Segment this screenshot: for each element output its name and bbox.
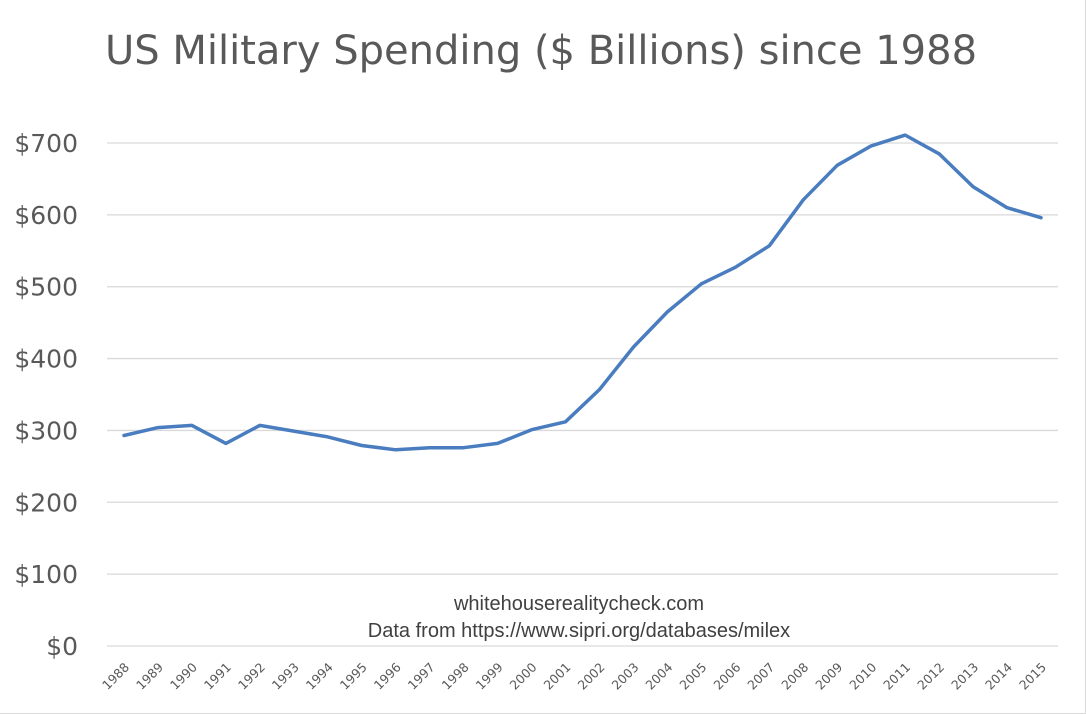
data-point: [156, 426, 160, 430]
x-tick-label: 2014: [982, 659, 1015, 692]
y-tick-label: $200: [14, 488, 78, 517]
series-layer: [122, 133, 1043, 452]
x-tick-label: 2004: [642, 659, 675, 692]
x-axis-tick-labels: 1988 1989 1990 1991 1992 1993 1994 1995 1996 1997…: [99, 659, 1049, 692]
data-point: [394, 448, 398, 452]
y-tick-label: $700: [14, 129, 78, 158]
data-point: [937, 152, 941, 156]
x-tick-label: 2002: [575, 660, 608, 693]
x-tick-label: 1996: [371, 659, 404, 692]
data-point: [190, 423, 194, 427]
x-tick-label: 2005: [676, 660, 709, 693]
data-point: [665, 310, 669, 314]
data-point: [564, 420, 568, 424]
x-tick-label: 2012: [914, 660, 947, 693]
x-tick-label: 1991: [201, 660, 234, 693]
data-point: [597, 387, 601, 391]
x-tick-label: 2007: [744, 660, 777, 693]
series-line-spending: [122, 133, 1043, 452]
x-tick-label: 2001: [541, 660, 574, 693]
x-tick-label: 2006: [710, 659, 743, 692]
data-point: [258, 423, 262, 427]
x-tick-label: 1989: [133, 659, 166, 692]
x-tick-label: 2000: [507, 659, 540, 692]
data-point: [530, 428, 534, 432]
data-point: [1005, 206, 1009, 210]
y-tick-label: $400: [14, 345, 78, 374]
y-tick-label: $300: [14, 416, 78, 445]
x-tick-label: 1990: [167, 659, 200, 692]
data-point: [428, 446, 432, 450]
x-tick-label: 2003: [608, 660, 641, 693]
data-point: [326, 435, 330, 439]
y-tick-label: $100: [14, 560, 78, 589]
x-tick-label: 1999: [473, 659, 506, 692]
x-tick-label: 1992: [235, 660, 268, 693]
y-axis-tick-labels: $0 $100 $200 $300 $400 $500 $600 $700: [14, 129, 78, 661]
data-point: [631, 345, 635, 349]
data-point: [767, 244, 771, 248]
data-point: [1039, 216, 1043, 220]
gridlines: [107, 142, 1058, 647]
x-tick-label: 2008: [778, 659, 811, 692]
data-point: [801, 198, 805, 202]
data-point: [699, 282, 703, 286]
source-annotation-data: Data from https://www.sipri.org/database…: [368, 620, 790, 642]
x-tick-label: 2015: [1016, 660, 1049, 693]
data-point: [733, 265, 737, 269]
data-point: [496, 441, 500, 445]
source-annotation-site: whitehouserealitycheck.com: [453, 593, 704, 615]
x-tick-label: 2011: [880, 660, 913, 693]
data-point: [462, 446, 466, 450]
data-point: [224, 441, 228, 445]
y-tick-label: $0: [46, 632, 78, 661]
x-tick-label: 1995: [337, 660, 370, 693]
x-tick-label: 1997: [405, 660, 438, 693]
x-tick-label: 2009: [812, 659, 845, 692]
x-tick-label: 2010: [846, 659, 879, 692]
data-point: [869, 144, 873, 148]
data-point: [292, 429, 296, 433]
x-tick-label: 1993: [269, 660, 302, 693]
data-point: [360, 444, 364, 448]
data-point: [903, 133, 907, 137]
data-point: [971, 185, 975, 189]
x-tick-label: 1994: [303, 659, 336, 692]
chart-title: US Military Spending ($ Billions) since …: [105, 28, 977, 74]
data-point: [122, 433, 126, 437]
x-tick-label: 1988: [99, 659, 132, 692]
x-tick-label: 2013: [948, 660, 981, 693]
y-tick-label: $600: [14, 201, 78, 230]
data-point: [835, 163, 839, 167]
y-tick-label: $500: [14, 273, 78, 302]
x-tick-label: 1998: [439, 659, 472, 692]
